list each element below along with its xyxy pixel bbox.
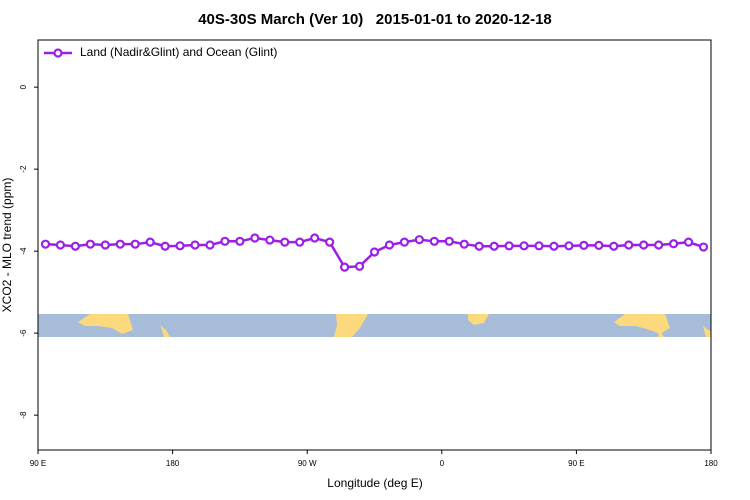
x-tick-label: 90 E: [568, 459, 584, 468]
data-point: [325, 237, 335, 247]
y-tick-label: -4: [19, 247, 28, 255]
data-point: [40, 239, 51, 249]
legend-marker: [53, 48, 63, 58]
data-point: [609, 241, 619, 251]
land: [160, 325, 170, 337]
data-point: [579, 240, 589, 251]
map-strip: [38, 314, 711, 337]
data-point: [55, 240, 66, 250]
data-point: [354, 261, 365, 271]
data-point: [115, 239, 125, 249]
x-tick-label: 90 E: [30, 459, 46, 468]
data-point: [504, 241, 514, 251]
data-point: [250, 233, 260, 243]
data-point: [594, 240, 604, 251]
x-tick-label: 180: [166, 459, 180, 468]
data-point: [624, 240, 634, 250]
y-tick-label: -2: [19, 165, 28, 173]
data-point: [265, 235, 275, 245]
data-point: [130, 239, 140, 249]
data-point: [474, 241, 484, 251]
x-axis-label: Longitude (deg E): [327, 476, 422, 490]
data-point: [639, 240, 649, 250]
data-point: [489, 241, 499, 251]
data-point: [175, 241, 185, 251]
x-tick-label: 180: [704, 459, 718, 468]
data-point: [459, 239, 469, 249]
data-point: [190, 240, 200, 250]
data-point: [295, 237, 305, 247]
data-point: [399, 237, 410, 247]
data-point: [534, 241, 544, 251]
data-point: [310, 233, 320, 243]
land: [468, 314, 489, 325]
data-point: [654, 240, 664, 250]
data-point: [549, 241, 559, 251]
x-tick-label: 90 W: [298, 459, 317, 468]
y-tick-label: -6: [19, 329, 28, 337]
land: [658, 330, 664, 337]
land: [78, 314, 133, 334]
data-point: [145, 237, 155, 247]
data-point: [280, 237, 290, 247]
data-point: [235, 236, 245, 246]
data-point: [683, 237, 694, 247]
data-point: [369, 247, 380, 257]
data-point: [85, 239, 95, 249]
data-point: [414, 235, 424, 245]
data-point: [564, 241, 574, 251]
x-tick-label: 0: [440, 459, 445, 468]
data-point: [160, 241, 170, 251]
data-point: [384, 240, 395, 250]
data-point: [519, 241, 529, 251]
chart-title: 40S-30S March (Ver 10) 2015-01-01 to 202…: [198, 11, 552, 28]
plot-frame: [37, 39, 712, 451]
data-point: [339, 262, 350, 272]
y-tick-label: -8: [19, 411, 28, 419]
legend-label: Land (Nadir&Glint) and Ocean (Glint): [80, 45, 277, 59]
land: [703, 326, 711, 337]
data-point: [429, 236, 439, 246]
data-point: [220, 236, 230, 246]
data-point: [444, 236, 454, 246]
data-point: [669, 239, 679, 249]
land: [334, 314, 368, 337]
data-point: [205, 240, 215, 250]
ocean-band: [38, 314, 711, 337]
y-tick-label: 0: [19, 84, 28, 89]
data-point: [100, 240, 110, 250]
data-point: [70, 241, 80, 251]
y-axis-label: XCO2 - MLO trend (ppm): [0, 178, 14, 313]
land: [614, 314, 670, 334]
data-point: [698, 242, 709, 252]
